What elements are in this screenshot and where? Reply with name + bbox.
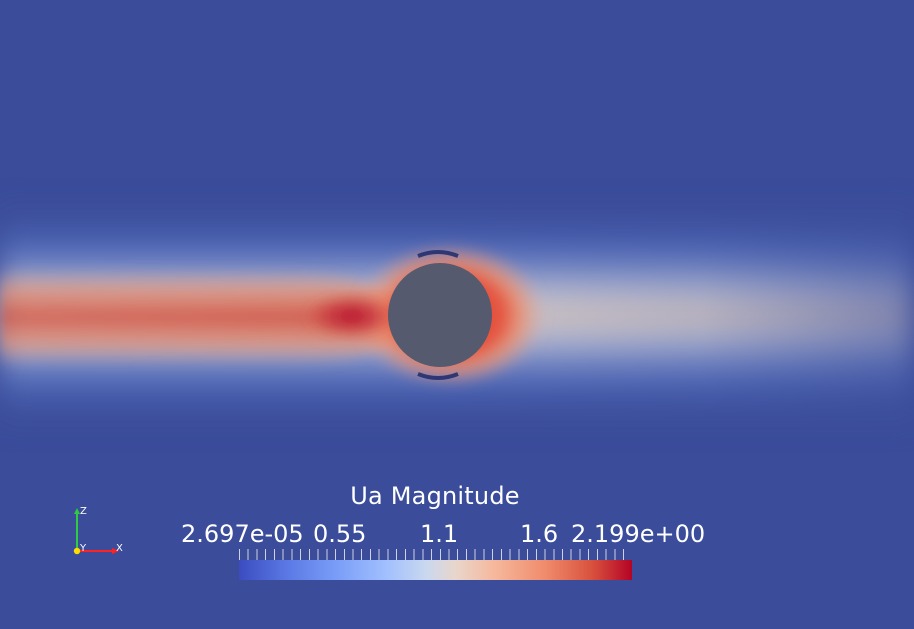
y-axis-label: Y xyxy=(80,543,87,554)
scalar-bar-colormap[interactable] xyxy=(239,560,632,580)
z-axis-label: Z xyxy=(80,506,87,517)
scalar-bar-tick-label: 1.6 xyxy=(520,520,559,548)
axes-triad-icon xyxy=(73,508,119,555)
upper-arc xyxy=(417,250,459,258)
z-axis-arrow-icon xyxy=(74,508,80,514)
scalar-bar-title: Ua Magnitude xyxy=(350,482,520,510)
lower-arc xyxy=(417,372,459,380)
upstream-jet xyxy=(0,268,400,366)
x-axis-arrow-icon xyxy=(112,548,119,554)
orientation-axes[interactable]: Z Y X xyxy=(68,504,128,560)
scalar-bar-min-label: 2.697e-05 xyxy=(181,520,304,548)
scalar-bar-tick-label: 1.1 xyxy=(420,520,459,548)
scalar-bar-ticks xyxy=(239,549,632,560)
stagnation-core xyxy=(304,294,400,338)
x-axis-label: X xyxy=(116,543,123,554)
cylinder-obstacle xyxy=(388,263,492,367)
scalar-bar-max-label: 2.199e+00 xyxy=(571,520,706,548)
y-axis-dot-icon xyxy=(73,547,81,555)
scalar-bar-tick-label: 0.55 xyxy=(313,520,367,548)
